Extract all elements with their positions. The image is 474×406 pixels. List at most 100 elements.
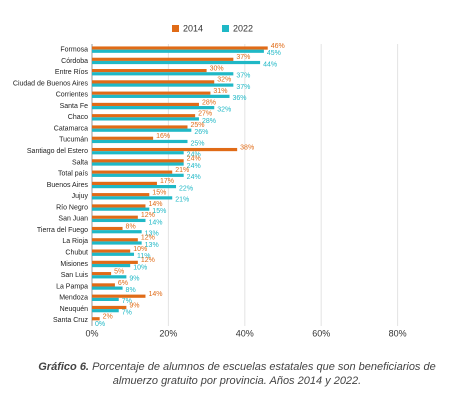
bar bbox=[92, 241, 142, 245]
value-label: 46% bbox=[271, 43, 285, 50]
legend-label: 2014 bbox=[183, 23, 203, 33]
value-label: 32% bbox=[217, 77, 231, 84]
y-tick-label: Jujuy bbox=[72, 193, 89, 200]
value-label: 6% bbox=[118, 280, 128, 287]
bar bbox=[92, 204, 146, 208]
value-label: 12% bbox=[141, 235, 155, 242]
y-tick-label: Entre Ríos bbox=[55, 69, 89, 76]
caption: Gráfico 6. Porcentaje de alumnos de escu… bbox=[20, 360, 454, 388]
value-label: 5% bbox=[114, 268, 124, 275]
value-label: 8% bbox=[126, 287, 136, 294]
caption-label: Gráfico 6. bbox=[38, 361, 89, 373]
y-tick-label: Mendoza bbox=[59, 295, 88, 302]
value-label: 12% bbox=[141, 212, 155, 219]
value-label: 9% bbox=[129, 302, 139, 309]
value-label: 37% bbox=[236, 54, 250, 61]
bar bbox=[92, 181, 157, 185]
value-label: 16% bbox=[156, 133, 170, 140]
value-label: 12% bbox=[141, 257, 155, 264]
bar bbox=[92, 114, 196, 118]
value-label: 26% bbox=[194, 129, 208, 136]
bar bbox=[92, 226, 123, 231]
x-tick-label: 40% bbox=[236, 328, 254, 338]
value-label: 25% bbox=[191, 122, 205, 129]
bar bbox=[92, 317, 100, 321]
value-label: 14% bbox=[148, 201, 162, 208]
value-label: 21% bbox=[175, 197, 189, 204]
value-label: 8% bbox=[126, 223, 136, 230]
y-tick-label: San Luis bbox=[61, 272, 89, 279]
value-label: 36% bbox=[233, 95, 247, 102]
bar bbox=[92, 159, 184, 163]
value-label: 38% bbox=[240, 144, 254, 151]
caption-text: Porcentaje de alumnos de escuelas estata… bbox=[92, 361, 436, 387]
bar bbox=[92, 46, 268, 50]
value-label: 24% bbox=[187, 152, 201, 159]
y-tick-label: Buenos Aires bbox=[47, 182, 89, 189]
y-tick-label: Salta bbox=[72, 159, 88, 166]
value-label: 11% bbox=[137, 253, 151, 260]
bar bbox=[92, 294, 146, 298]
y-tick-label: Corrientes bbox=[56, 92, 89, 99]
bar bbox=[92, 309, 119, 313]
bar bbox=[92, 102, 199, 107]
y-tick-label: Chaco bbox=[68, 114, 88, 121]
bar bbox=[92, 57, 234, 61]
value-label: 31% bbox=[213, 88, 227, 95]
value-label: 10% bbox=[133, 264, 147, 271]
value-label: 9% bbox=[129, 276, 139, 283]
bar bbox=[92, 193, 150, 197]
bar bbox=[92, 106, 215, 110]
y-tick-label: Santa Cruz bbox=[53, 317, 89, 324]
x-tick-label: 60% bbox=[312, 328, 330, 338]
bar bbox=[92, 91, 211, 95]
value-label: 10% bbox=[133, 246, 147, 253]
value-label: 32% bbox=[217, 106, 231, 113]
bar bbox=[92, 238, 138, 242]
y-tick-label: Tucumán bbox=[59, 137, 88, 144]
y-tick-label: Santiago del Estero bbox=[27, 148, 88, 155]
bar bbox=[92, 196, 173, 200]
value-label: 30% bbox=[210, 65, 224, 72]
bar bbox=[92, 283, 115, 287]
y-tick-label: Neuquén bbox=[60, 306, 89, 313]
bar bbox=[92, 185, 177, 189]
y-tick-label: Catamarca bbox=[54, 125, 88, 132]
value-label: 28% bbox=[202, 118, 216, 125]
bar bbox=[92, 170, 173, 174]
bar bbox=[92, 305, 127, 310]
bar bbox=[92, 80, 215, 84]
y-tick-label: Santa Fe bbox=[60, 103, 89, 110]
x-tick-label: 0% bbox=[85, 328, 98, 338]
bar bbox=[92, 162, 184, 166]
value-label: 2% bbox=[103, 314, 113, 321]
bar bbox=[92, 94, 230, 98]
legend-swatch bbox=[172, 25, 179, 32]
legend-swatch bbox=[222, 25, 229, 32]
bar bbox=[92, 286, 123, 290]
value-label: 45% bbox=[267, 50, 281, 57]
value-label: 13% bbox=[145, 231, 159, 238]
value-label: 44% bbox=[263, 61, 277, 68]
value-label: 15% bbox=[152, 190, 166, 197]
bar bbox=[92, 249, 131, 253]
value-label: 7% bbox=[122, 310, 132, 317]
y-tick-label: Total país bbox=[58, 171, 88, 178]
legend-label: 2022 bbox=[233, 23, 253, 33]
value-label: 13% bbox=[145, 242, 159, 249]
bar bbox=[92, 215, 138, 219]
bar bbox=[92, 297, 119, 301]
bar bbox=[92, 139, 188, 144]
bar bbox=[92, 218, 146, 223]
bar bbox=[92, 260, 138, 264]
value-label: 22% bbox=[179, 185, 193, 192]
y-tick-label: La Pampa bbox=[56, 283, 88, 290]
bar bbox=[92, 128, 192, 132]
bar bbox=[92, 275, 127, 279]
value-label: 27% bbox=[198, 111, 212, 118]
bar bbox=[92, 117, 199, 121]
y-tick-label: San Juan bbox=[58, 216, 88, 223]
y-tick-label: Tierra del Fuego bbox=[37, 227, 88, 234]
bar bbox=[92, 147, 238, 152]
bar bbox=[92, 136, 154, 140]
